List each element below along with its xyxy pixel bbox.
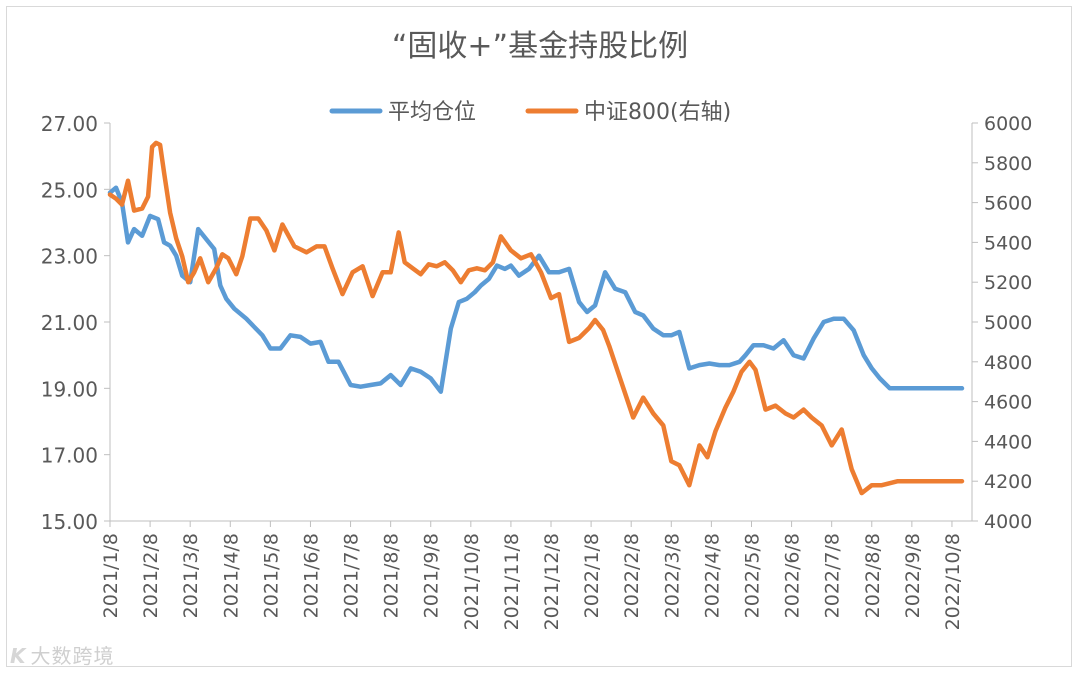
y-left-tick-label: 21.00	[41, 311, 98, 335]
x-tick-label: 2021/2/8	[140, 533, 162, 618]
x-tick-label: 2021/4/8	[220, 533, 242, 618]
y-right-tick-label: 5200	[984, 272, 1032, 294]
x-tick-label: 2021/9/8	[421, 533, 443, 618]
series-line-csi800	[107, 140, 965, 496]
y-right-tick-label: 4400	[984, 431, 1032, 453]
series-line-avg-position	[107, 185, 965, 394]
y-left-tick-label: 19.00	[41, 377, 98, 401]
x-tick-label: 2022/8/8	[862, 533, 884, 618]
x-tick-label: 2021/5/8	[260, 533, 282, 618]
y-left-tick-label: 27.00	[41, 112, 98, 136]
x-tick-label: 2021/1/8	[100, 533, 122, 618]
watermark-logo: K	[10, 644, 27, 668]
y-right-tick-label: 5000	[984, 312, 1032, 334]
x-tick-label: 2021/7/8	[341, 533, 363, 618]
chart-frame	[6, 6, 1072, 667]
y-right-tick-label: 4600	[984, 392, 1032, 414]
x-tick-label: 2021/11/8	[501, 533, 523, 630]
x-tick-label: 2022/10/8	[942, 533, 964, 630]
x-tick-label: 2022/2/8	[621, 533, 643, 618]
legend-label-csi800: 中证800(右轴)	[584, 100, 731, 125]
x-tick-label: 2021/6/8	[300, 533, 322, 618]
watermark: K 大数跨境	[10, 640, 115, 669]
y-right-tick-label: 5400	[984, 232, 1032, 254]
y-right-tick-label: 5800	[984, 153, 1032, 175]
x-tick-label: 2021/10/8	[461, 533, 483, 630]
x-tick-label: 2022/5/8	[741, 533, 763, 618]
y-right-tick-label: 4200	[984, 471, 1032, 493]
y-right-tick-label: 5600	[984, 193, 1032, 215]
y-right-tick-label: 6000	[984, 113, 1032, 135]
x-tick-label: 2022/9/8	[902, 533, 924, 618]
y-left-tick-label: 15.00	[41, 510, 98, 534]
legend-label-avg-position: 平均仓位	[388, 100, 476, 125]
y-left-tick-label: 23.00	[41, 245, 98, 269]
x-tick-label: 2022/7/8	[822, 533, 844, 618]
x-tick-label: 2021/8/8	[381, 533, 403, 618]
x-tick-label: 2021/3/8	[180, 533, 202, 618]
chart-title: “固收+”基金持股比例	[392, 29, 688, 64]
y-left-tick-label: 17.00	[41, 444, 98, 468]
x-tick-label: 2022/4/8	[701, 533, 723, 618]
x-tick-label: 2022/6/8	[782, 533, 804, 618]
y-right-tick-label: 4000	[984, 511, 1032, 533]
x-tick-label: 2021/12/8	[541, 533, 563, 630]
x-tick-label: 2022/3/8	[661, 533, 683, 618]
x-tick-label: 2022/1/8	[581, 533, 603, 618]
y-right-tick-label: 4800	[984, 352, 1032, 374]
watermark-text: 大数跨境	[30, 644, 115, 668]
y-left-tick-label: 25.00	[41, 178, 98, 202]
